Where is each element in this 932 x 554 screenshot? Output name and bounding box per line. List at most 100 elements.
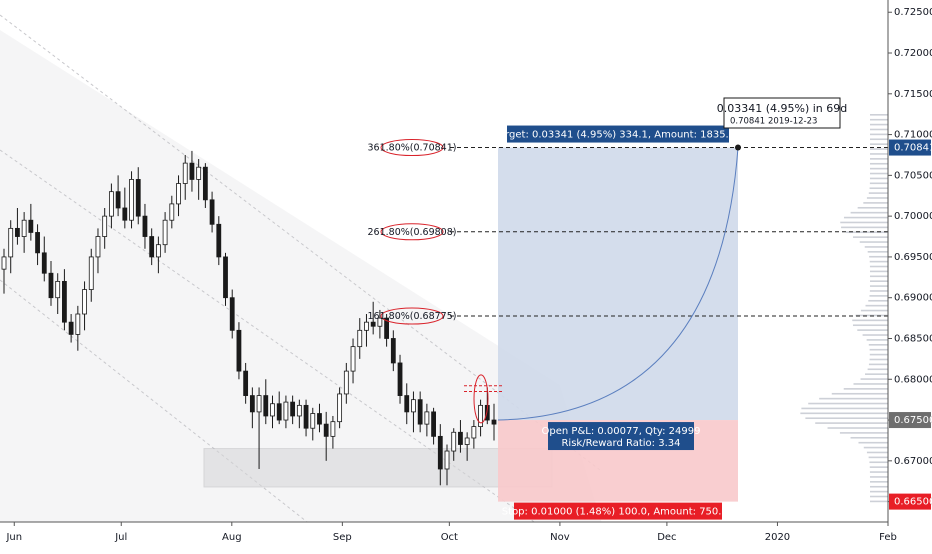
candle-body	[404, 395, 410, 413]
candle-body	[451, 431, 457, 452]
y-tick-label: 0.68500	[894, 333, 932, 344]
candle-body	[478, 404, 483, 427]
volume-profile-bar	[869, 461, 888, 464]
volume-profile-bar	[862, 334, 888, 336]
candle-body	[296, 404, 302, 417]
volume-profile-bar	[869, 466, 888, 468]
candle-body	[377, 317, 383, 327]
candle-body	[162, 219, 168, 246]
volume-profile-bar	[800, 412, 888, 415]
volume-profile-bar	[869, 295, 888, 297]
x-tick-label: Oct	[441, 532, 458, 543]
projection-line1: 0.03341 (4.95%) in 69d	[717, 102, 848, 115]
candle-body	[437, 435, 443, 470]
candle-body	[21, 219, 27, 237]
y-tick-label: 0.70000	[894, 211, 932, 222]
candle-body	[276, 403, 282, 421]
y-tick-label: 0.72000	[894, 48, 932, 59]
target-label-box	[507, 125, 729, 143]
volume-profile-bar	[831, 392, 888, 395]
candle-body	[357, 329, 363, 348]
support-zone	[203, 448, 553, 488]
volume-profile-bar	[870, 158, 888, 160]
fib-label: 261.80%(0.69808)	[368, 227, 457, 238]
volume-profile-bar	[852, 319, 888, 322]
candle-body	[149, 236, 155, 258]
volume-profile-bar	[819, 397, 888, 400]
candle-body	[431, 411, 436, 437]
volume-profile-bar	[869, 167, 888, 170]
volume-profile-bar	[866, 197, 888, 199]
fib-label: 361.80%(0.70841)	[368, 143, 457, 154]
candle-body	[108, 191, 114, 217]
candle-body	[249, 395, 255, 413]
candle-body	[229, 297, 235, 331]
volume-profile-bar	[864, 246, 888, 248]
volume-profile-bar	[863, 446, 888, 449]
volume-profile-bar	[860, 309, 888, 312]
volume-profile-bar	[869, 177, 888, 180]
y-tick-label: 0.69000	[894, 293, 932, 304]
volume-profile-bar	[808, 402, 888, 405]
volume-profile-bar	[805, 417, 888, 420]
candle-body	[384, 317, 390, 339]
x-tick-label: Dec	[657, 532, 676, 543]
x-axis-panel	[0, 522, 932, 550]
candle-body	[350, 346, 356, 372]
candle-body	[424, 411, 430, 425]
candle-body	[28, 219, 34, 233]
price-tag	[889, 493, 931, 510]
projection-price: 0.70841	[730, 117, 765, 127]
volume-profile-bar	[843, 388, 888, 390]
volume-profile-bar	[869, 471, 888, 473]
candle-body	[189, 162, 195, 180]
candle-body	[62, 280, 67, 323]
volume-profile-bar	[870, 114, 888, 116]
volume-profile-bar	[850, 436, 888, 439]
volume-profile-bar	[840, 221, 888, 224]
projection-tooltip	[723, 97, 841, 129]
volume-profile-bar	[868, 344, 888, 346]
candle-body	[1, 256, 7, 270]
price-tag-label: 0.67500	[894, 415, 932, 426]
volume-profile-bar	[869, 290, 888, 292]
y-tick-label: 0.71000	[894, 130, 932, 141]
target-zone[interactable]	[498, 147, 738, 421]
x-tick-label: Nov	[550, 532, 570, 543]
candle-body	[155, 244, 161, 258]
volume-profile-bar	[869, 270, 888, 273]
projection-point[interactable]	[735, 144, 741, 151]
candle-body	[236, 329, 242, 372]
volume-profile-bar	[843, 216, 888, 219]
price-tag	[889, 412, 931, 429]
x-tick-label: Aug	[222, 532, 242, 543]
candle-body	[337, 393, 343, 423]
volume-profile-bar	[860, 378, 888, 380]
volume-profile-bar	[870, 500, 888, 503]
x-tick-label: Jun	[5, 532, 22, 543]
price-tag-label: 0.70841	[894, 143, 932, 154]
candle-body	[491, 419, 497, 425]
volume-profile-bar	[869, 275, 888, 278]
candle-body	[88, 256, 94, 290]
price-tag	[889, 139, 931, 156]
volume-profile-bar	[853, 383, 888, 385]
candle-body	[256, 395, 262, 413]
fib-label-ellipse	[380, 307, 444, 325]
volume-profile-bar	[868, 192, 888, 194]
volume-profile-bar	[869, 481, 888, 483]
volume-profile-bar	[869, 495, 888, 498]
candle-body	[68, 321, 74, 335]
x-tick-label: 2020	[765, 532, 790, 543]
candle-body	[444, 450, 450, 470]
candle-body	[364, 321, 369, 331]
volume-profile-bar	[827, 427, 888, 429]
highlight-ellipse	[473, 374, 489, 424]
volume-profile-bar	[858, 441, 888, 444]
candle-body	[330, 421, 336, 437]
volume-profile-bar	[869, 490, 888, 493]
volume-profile-bar	[815, 422, 888, 424]
volume-profile-bar	[869, 280, 888, 282]
